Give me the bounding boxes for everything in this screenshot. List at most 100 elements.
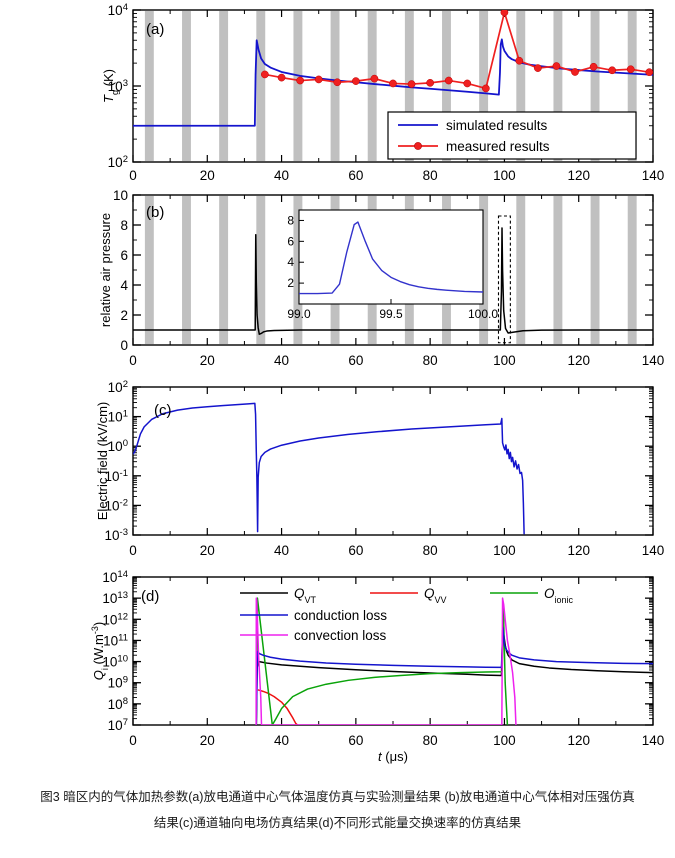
y-tick-label: 10-2 (105, 497, 128, 514)
inset-frame (298, 209, 484, 305)
data-line (255, 626, 653, 725)
legend-box (387, 111, 637, 160)
axis-ticks (132, 194, 654, 346)
legend-label-qvv: QVV (424, 586, 447, 605)
y-tick-label: 103 (108, 78, 128, 95)
x-tick-label: 20 (200, 168, 215, 182)
data-marker (314, 75, 323, 84)
y-tick-labels: 0 2 4 6 8 10 (113, 188, 129, 353)
data-marker (463, 79, 472, 88)
y-tick-label: 1010 (102, 653, 128, 670)
x-tick-label: 80 (423, 168, 438, 182)
data-marker (407, 80, 416, 88)
y-tick-label: 100 (108, 438, 128, 455)
inset-plot: 99.0 99.5 100.0 2 4 6 8 (287, 209, 498, 321)
x-tick-label: 60 (348, 733, 363, 748)
x-tick-label: 60 (348, 168, 363, 182)
inset-x-tick-label: 100.0 (468, 307, 498, 321)
x-tick-labels: 0 20 40 60 80 100 120 140 (129, 168, 664, 182)
data-marker (296, 76, 304, 85)
inset-y-tick-label: 6 (287, 234, 294, 248)
inset-x-tick-label: 99.5 (379, 307, 403, 321)
x-tick-label: 60 (348, 543, 363, 558)
data-marker (352, 77, 360, 85)
data-marker (333, 78, 342, 87)
x-tick-label: 120 (567, 733, 590, 748)
panel-a: (a) 102 103 104 0 20 40 60 80 100 120 140 Tg (K) … (0, 0, 675, 183)
panel-d-svg: (d) 107 108 109 1010 1011 1012 1013 1014 0 20 40 6… (90, 569, 664, 765)
x-tick-label: 40 (274, 353, 289, 368)
y-tick-label: 101 (108, 408, 128, 425)
y-axis-title: relative air pressure (98, 213, 113, 327)
data-marker (482, 84, 490, 93)
y-tick-label: 4 (120, 278, 128, 293)
inset-y-tick-label: 4 (287, 255, 294, 269)
x-tick-label: 100 (493, 168, 516, 182)
x-tick-label: 0 (129, 543, 137, 558)
legend-label-oionic: Oionic (544, 586, 574, 605)
data-marker (277, 73, 286, 82)
data-marker (608, 66, 616, 75)
y-tick-label: 109 (108, 674, 128, 691)
panel-label: (b) (146, 204, 164, 221)
data-marker (370, 74, 379, 83)
legend-label-conduction: conduction loss (294, 608, 387, 623)
caption-line-1: 图3 暗区内的气体加热参数(a)放电通道中心气体温度仿真与实验测量结果 (b)放… (40, 790, 635, 804)
panel-label: (a) (146, 21, 164, 38)
y-tick-label: 0 (120, 338, 128, 353)
x-tick-label: 40 (274, 733, 289, 748)
plot-frame (132, 576, 654, 726)
x-tick-label: 40 (274, 543, 289, 558)
inset-tick-labels: 99.0 99.5 100.0 2 4 6 8 (287, 213, 498, 321)
panel-b: (b) 0 2 4 6 8 10 0 20 40 60 80 100 120 140 relative … (0, 185, 675, 370)
legend-label-qvt: QVT (294, 586, 317, 605)
y-tick-label: 102 (108, 379, 128, 396)
data-line (133, 402, 525, 535)
axis-ticks (132, 386, 654, 536)
y-tick-label: 8 (120, 218, 128, 233)
data-marker (261, 70, 269, 79)
y-tick-labels: 107 108 109 1010 1011 1012 1013 1014 (102, 569, 128, 734)
y-tick-label: 1013 (102, 590, 128, 607)
x-tick-label: 140 (642, 168, 665, 182)
x-tick-label: 80 (423, 353, 438, 368)
plot-frame (132, 386, 654, 536)
data-line (255, 629, 653, 725)
data-marker (571, 68, 579, 76)
x-tick-label: 0 (129, 733, 137, 748)
legend-label-simulated: simulated results (446, 118, 548, 133)
data-series-group (133, 10, 653, 127)
data-marker (444, 76, 453, 85)
panel-c-svg: (c) 10-3 10-2 10-1 100 101 102 0 20 40 60 80 100 12… (95, 379, 664, 559)
panel-d: (d) 107 108 109 1010 1011 1012 1013 1014 0 20 40 6… (0, 565, 675, 780)
x-tick-label: 100 (493, 543, 516, 558)
y-tick-label: 107 (108, 717, 128, 734)
data-marker (626, 65, 635, 74)
data-marker (389, 79, 397, 88)
y-tick-label: 10-3 (105, 527, 128, 544)
data-marker (589, 62, 598, 71)
y-axis-title: Tg (K) (101, 69, 120, 103)
data-marker (500, 10, 509, 17)
x-tick-label: 100 (493, 733, 516, 748)
x-tick-label: 140 (642, 353, 665, 368)
panel-label: (d) (141, 588, 159, 605)
legend-label-measured: measured results (446, 139, 550, 154)
y-tick-label: 1011 (103, 632, 128, 649)
x-tick-label: 60 (348, 353, 363, 368)
panel-label: (c) (154, 402, 172, 419)
x-tick-labels: 0 20 40 60 80 100 120 140 (129, 733, 664, 748)
x-tick-label: 20 (200, 353, 215, 368)
x-tick-label: 140 (642, 733, 665, 748)
y-tick-label: 2 (120, 308, 128, 323)
y-tick-label: 104 (108, 2, 128, 19)
legend-panel-a: simulated results measured results (387, 111, 637, 160)
inset-x-tick-label: 99.0 (287, 307, 311, 321)
x-tick-label: 120 (567, 168, 590, 182)
x-tick-label: 40 (274, 168, 289, 182)
y-axis-title: Electric field (kV/cm) (95, 402, 110, 520)
caption-line-2: 结果(c)通道轴向电场仿真结果(d)不同形式能量交换速率的仿真结果 (153, 816, 522, 830)
panel-c: (c) 10-3 10-2 10-1 100 101 102 0 20 40 60 80 100 12… (0, 375, 675, 560)
